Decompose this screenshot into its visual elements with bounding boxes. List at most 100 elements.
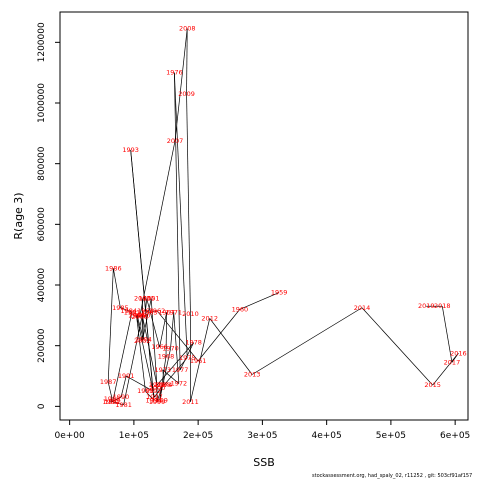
- y-tick-label: 600000: [37, 207, 47, 242]
- trajectory-segment: [451, 353, 459, 363]
- year-point-1980: 1980: [134, 311, 151, 319]
- year-point-1978: 1978: [185, 339, 202, 347]
- y-tick-label: 800000: [37, 146, 47, 181]
- year-point-1981: 1981: [115, 401, 132, 409]
- trajectory-segment: [136, 315, 144, 340]
- trajectory-segment: [120, 307, 129, 312]
- trajectory-segment: [123, 315, 143, 405]
- trajectory-segment: [107, 382, 113, 399]
- year-point-1983: 1983: [124, 308, 141, 316]
- trajectory-segment: [186, 93, 191, 314]
- trajectory-segment: [136, 315, 146, 392]
- year-point-2004: 2004: [135, 336, 152, 344]
- trajectory-segment: [159, 312, 168, 348]
- year-point-2003: 2003: [134, 295, 151, 303]
- year-point-2018: 2018: [434, 302, 451, 310]
- year-point-1992: 1992: [145, 387, 162, 395]
- trajectory-segment: [173, 312, 180, 384]
- x-tick-label: 1e+05: [119, 431, 149, 441]
- trajectory-segment: [139, 140, 176, 317]
- trajectory-segment: [110, 396, 122, 403]
- year-point-1961: 1961: [190, 357, 207, 365]
- x-axis: 0e+00 1e+05 2e+05 3e+05 4e+05 5e+05 6e+05: [55, 420, 470, 441]
- trajectory-segment: [179, 342, 194, 371]
- trajectory-segment: [156, 310, 199, 362]
- year-point-1966: 1966: [151, 343, 168, 351]
- year-point-2000: 2000: [149, 384, 166, 392]
- year-point-1985: 1985: [112, 304, 129, 312]
- trajectory-segment: [150, 298, 158, 389]
- year-point-1969: 1969: [151, 396, 168, 404]
- trajectory-lines: [107, 28, 459, 406]
- year-point-1993: 1993: [122, 146, 139, 154]
- trajectory-segment: [165, 312, 168, 357]
- x-tick-label: 2e+05: [183, 431, 213, 441]
- year-point-1965: 1965: [138, 295, 155, 303]
- year-point-2013: 2013: [244, 370, 261, 378]
- year-point-1996: 1996: [128, 311, 145, 319]
- trajectory-segment: [163, 357, 188, 386]
- trajectory-segment: [186, 28, 188, 94]
- year-point-1991: 1991: [118, 372, 135, 380]
- year-point-1963: 1963: [141, 308, 158, 316]
- trajectory-segment: [141, 298, 144, 340]
- trajectory-segment: [126, 375, 154, 392]
- trajectory-segment: [110, 398, 113, 402]
- trajectory-segment: [120, 375, 127, 398]
- trajectory-segment: [190, 318, 211, 402]
- year-point-1995: 1995: [137, 387, 154, 395]
- year-point-2016: 2016: [450, 349, 467, 357]
- year-point-2006: 2006: [131, 313, 148, 321]
- y-tick-label: 1000000: [37, 83, 47, 123]
- year-point-1977: 1977: [172, 366, 189, 374]
- year-point-2017: 2017: [444, 358, 461, 366]
- year-point-1988: 1988: [104, 395, 121, 403]
- trajectory-segment: [251, 307, 363, 375]
- trajectory-segment: [136, 315, 155, 398]
- year-point-1971: 1971: [165, 308, 182, 316]
- year-point-1976: 1976: [166, 69, 183, 77]
- footer-note: stockassessment.org, had_spaly_02, r1125…: [312, 473, 473, 479]
- year-point-1989: 1989: [102, 398, 119, 406]
- year-point-1979: 1979: [149, 381, 166, 389]
- year-point-1964: 1964: [137, 307, 154, 315]
- trajectory-segment: [145, 390, 155, 401]
- trajectory-segment: [136, 315, 140, 318]
- year-point-1984: 1984: [120, 307, 137, 315]
- year-point-1986: 1986: [105, 264, 122, 272]
- trajectory-segment: [239, 292, 280, 310]
- year-point-2009: 2009: [178, 90, 195, 98]
- year-point-1998: 1998: [155, 381, 172, 389]
- y-tick-label: 400000: [37, 268, 47, 303]
- year-point-2015: 2015: [424, 381, 441, 389]
- x-tick-label: 3e+05: [247, 431, 277, 441]
- year-point-2005: 2005: [129, 311, 146, 319]
- year-point-2010: 2010: [182, 310, 199, 318]
- year-point-1997: 1997: [146, 393, 163, 401]
- year-point-1959: 1959: [271, 289, 288, 297]
- year-point-1990: 1990: [113, 393, 130, 401]
- trajectory-segment: [130, 149, 155, 401]
- year-point-1973: 1973: [155, 366, 172, 374]
- trajectory-segment: [112, 312, 133, 402]
- year-point-2001: 2001: [143, 295, 160, 303]
- trajectory-segment: [107, 268, 114, 383]
- year-point-1994: 1994: [146, 396, 163, 404]
- year-point-2019: 2019: [418, 302, 435, 310]
- x-tick-label: 6e+05: [440, 431, 470, 441]
- y-tick-label: 200000: [37, 328, 47, 363]
- trajectory-segment: [159, 348, 171, 401]
- year-point-1974: 1974: [156, 381, 173, 389]
- trajectory-segment: [174, 72, 188, 358]
- year-point-2002: 2002: [134, 337, 151, 345]
- trajectory-segment: [432, 353, 459, 386]
- year-point-1960: 1960: [232, 305, 249, 313]
- trajectory-segment: [156, 342, 194, 386]
- plot-frame: [59, 11, 469, 421]
- x-tick-label: 5e+05: [376, 431, 406, 441]
- y-tick-label: 1200000: [37, 22, 47, 62]
- trajectory-segment: [128, 310, 133, 313]
- trajectory-segment: [112, 268, 121, 308]
- y-tick-label: 0: [37, 403, 47, 409]
- trajectory-segment: [156, 385, 164, 402]
